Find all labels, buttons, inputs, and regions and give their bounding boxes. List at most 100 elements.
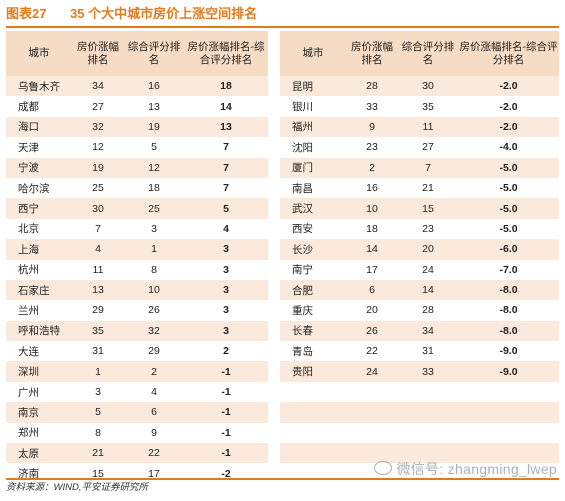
cell-city: 成都 <box>18 101 39 114</box>
table-row: 呼和浩特 35 32 3 长春 26 34 -8.0 <box>6 320 559 342</box>
cell-city: 银川 <box>292 101 313 114</box>
cell-rank-diff: -4.0 <box>499 141 518 154</box>
cell-rank-diff: 3 <box>223 263 229 276</box>
cell-city: 兰州 <box>18 304 39 317</box>
cell-score-rank <box>398 382 458 402</box>
cell-score-rank: 21 <box>422 182 434 195</box>
cell-city: 上海 <box>6 239 72 260</box>
cell-city <box>280 382 346 402</box>
cell-city: 天津 <box>18 141 39 154</box>
column-gap <box>268 157 280 178</box>
cell-rank-diff: 5 <box>184 198 268 219</box>
cell-price-rank: 31 <box>92 345 104 358</box>
cell-price-rank: 13 <box>72 279 124 301</box>
cell-price-rank: 22 <box>366 345 378 358</box>
column-gap <box>268 76 280 97</box>
cell-price-rank: 21 <box>72 443 124 464</box>
cell-price-rank: 3 <box>95 386 101 399</box>
cell-price-rank: 18 <box>366 222 378 235</box>
cell-rank-diff: -5.0 <box>499 182 518 195</box>
table-row: 广州 3 4 -1 <box>6 381 559 403</box>
header-city: 城市 <box>280 31 346 76</box>
cell-score-rank: 20 <box>398 239 458 260</box>
column-gap <box>268 341 280 362</box>
cell-score-rank: 27 <box>422 141 434 154</box>
column-gap <box>268 31 280 76</box>
cell-price-rank: 17 <box>366 263 378 276</box>
cell-score-rank: 29 <box>148 345 160 358</box>
cell-price-rank: 11 <box>92 263 104 276</box>
cell-city: 广州 <box>18 386 39 399</box>
cell-score-rank: 18 <box>148 182 160 195</box>
table-row: 乌鲁木齐 34 16 18 昆明 28 30 -2.0 <box>6 76 559 97</box>
table-row: 杭州 11 8 3 南宁 17 24 -7.0 <box>6 259 559 280</box>
cell-price-rank: 10 <box>346 198 398 219</box>
cell-score-rank: 17 <box>148 467 160 480</box>
figure-title-text: 35 个大中城市房价上涨空间排名 <box>70 6 258 21</box>
cell-rank-diff: 3 <box>184 279 268 301</box>
header-price-rank: 房价涨幅排名 <box>72 31 124 76</box>
cell-score-rank: 35 <box>422 100 434 113</box>
cell-rank-diff: 4 <box>223 222 229 235</box>
source-note: 资料来源：WIND,平安证券研究所 <box>6 478 559 498</box>
cell-score-rank: 25 <box>124 198 184 219</box>
table-row: 石家庄 13 10 3 合肥 6 14 -8.0 <box>6 279 559 301</box>
cell-score-rank: 22 <box>124 443 184 464</box>
cell-city: 乌鲁木齐 <box>6 76 72 97</box>
cell-rank-diff: -5.0 <box>458 157 559 178</box>
cell-city: 西安 <box>292 223 313 236</box>
cell-rank-diff: -8.0 <box>458 279 559 301</box>
cell-score-rank: 9 <box>151 426 157 439</box>
cell-price-rank: 8 <box>95 426 101 439</box>
table-row: 哈尔滨 25 18 7 南昌 16 21 -5.0 <box>6 177 559 199</box>
column-gap <box>268 361 280 382</box>
column-gap <box>268 239 280 260</box>
cell-rank-diff: -9.0 <box>499 345 518 358</box>
cell-city: 郑州 <box>18 427 39 440</box>
cell-city: 呼和浩特 <box>6 320 72 342</box>
cell-score-rank: 24 <box>422 263 434 276</box>
cell-city: 太原 <box>6 443 72 464</box>
column-gap <box>268 198 280 219</box>
wechat-icon <box>374 461 393 475</box>
cell-score-rank: 34 <box>398 320 458 342</box>
cell-price-rank: 6 <box>346 279 398 301</box>
cell-rank-diff: 3 <box>184 239 268 260</box>
cell-score-rank: 28 <box>422 304 434 317</box>
cell-rank-diff: 3 <box>184 320 268 342</box>
figure-title: 图表27 35 个大中城市房价上涨空间排名 <box>6 4 559 28</box>
cell-price-rank: 34 <box>72 76 124 97</box>
cell-score-rank: 13 <box>148 100 160 113</box>
cell-rank-diff: 7 <box>223 141 229 154</box>
cell-price-rank: 29 <box>92 304 104 317</box>
ranking-table: 城市 房价涨幅排名 综合评分排名 房价涨幅排名-综合评分排名 城市 房价涨幅排名… <box>6 31 559 484</box>
cell-price-rank: 20 <box>366 304 378 317</box>
column-gap <box>268 300 280 321</box>
table-row: 上海 4 1 3 长沙 14 20 -6.0 <box>6 239 559 260</box>
figure-number: 图表27 <box>6 6 47 21</box>
header-score-rank: 综合评分排名 <box>124 31 184 76</box>
cell-city: 厦门 <box>280 157 346 178</box>
cell-score-rank: 14 <box>398 279 458 301</box>
cell-rank-diff: -2.0 <box>499 100 518 113</box>
cell-price-rank <box>346 402 398 423</box>
table-row: 南京 5 6 -1 <box>6 402 559 423</box>
cell-price-rank: 16 <box>366 182 378 195</box>
header-rank-diff: 房价涨幅排名-综合评分排名 <box>458 31 559 76</box>
table-row: 北京 7 3 4 西安 18 23 -5.0 <box>6 218 559 240</box>
cell-city: 南宁 <box>292 264 313 277</box>
cell-score-rank <box>398 402 458 423</box>
cell-score-rank: 3 <box>151 222 157 235</box>
table-row: 太原 21 22 -1 <box>6 443 559 464</box>
table-row: 深圳 1 2 -1 贵阳 24 33 -9.0 <box>6 361 559 382</box>
cell-rank-diff: -1 <box>221 426 231 439</box>
cell-rank-diff: 14 <box>220 100 232 113</box>
cell-rank-diff: -8.0 <box>499 304 518 317</box>
cell-rank-diff: -1 <box>184 361 268 382</box>
cell-score-rank <box>398 423 458 443</box>
cell-score-rank: 15 <box>398 198 458 219</box>
cell-city: 贵阳 <box>280 361 346 382</box>
cell-city: 昆明 <box>280 76 346 97</box>
watermark-text: 微信号: zhangming_lwep <box>396 461 557 477</box>
column-gap <box>268 402 280 423</box>
